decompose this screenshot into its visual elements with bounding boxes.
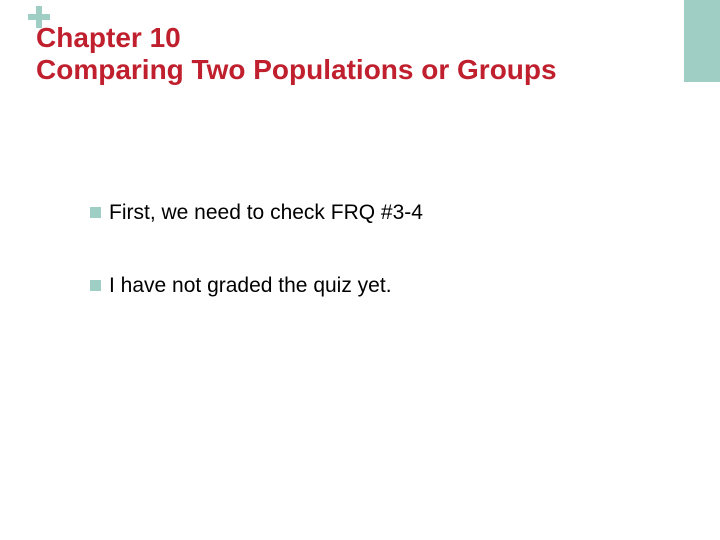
chapter-label: Chapter 10	[36, 22, 680, 54]
bullet-marker-icon	[90, 207, 101, 218]
bullet-text: I have not graded the quiz yet.	[109, 273, 392, 298]
bullet-list: First, we need to check FRQ #3-4 I have …	[90, 200, 660, 346]
slide-subtitle: Comparing Two Populations or Groups	[36, 54, 680, 86]
list-item: First, we need to check FRQ #3-4	[90, 200, 660, 225]
bullet-marker-icon	[90, 280, 101, 291]
bullet-text: First, we need to check FRQ #3-4	[109, 200, 423, 225]
title-area: Chapter 10 Comparing Two Populations or …	[36, 22, 680, 86]
accent-block	[684, 0, 720, 82]
list-item: I have not graded the quiz yet.	[90, 273, 660, 298]
